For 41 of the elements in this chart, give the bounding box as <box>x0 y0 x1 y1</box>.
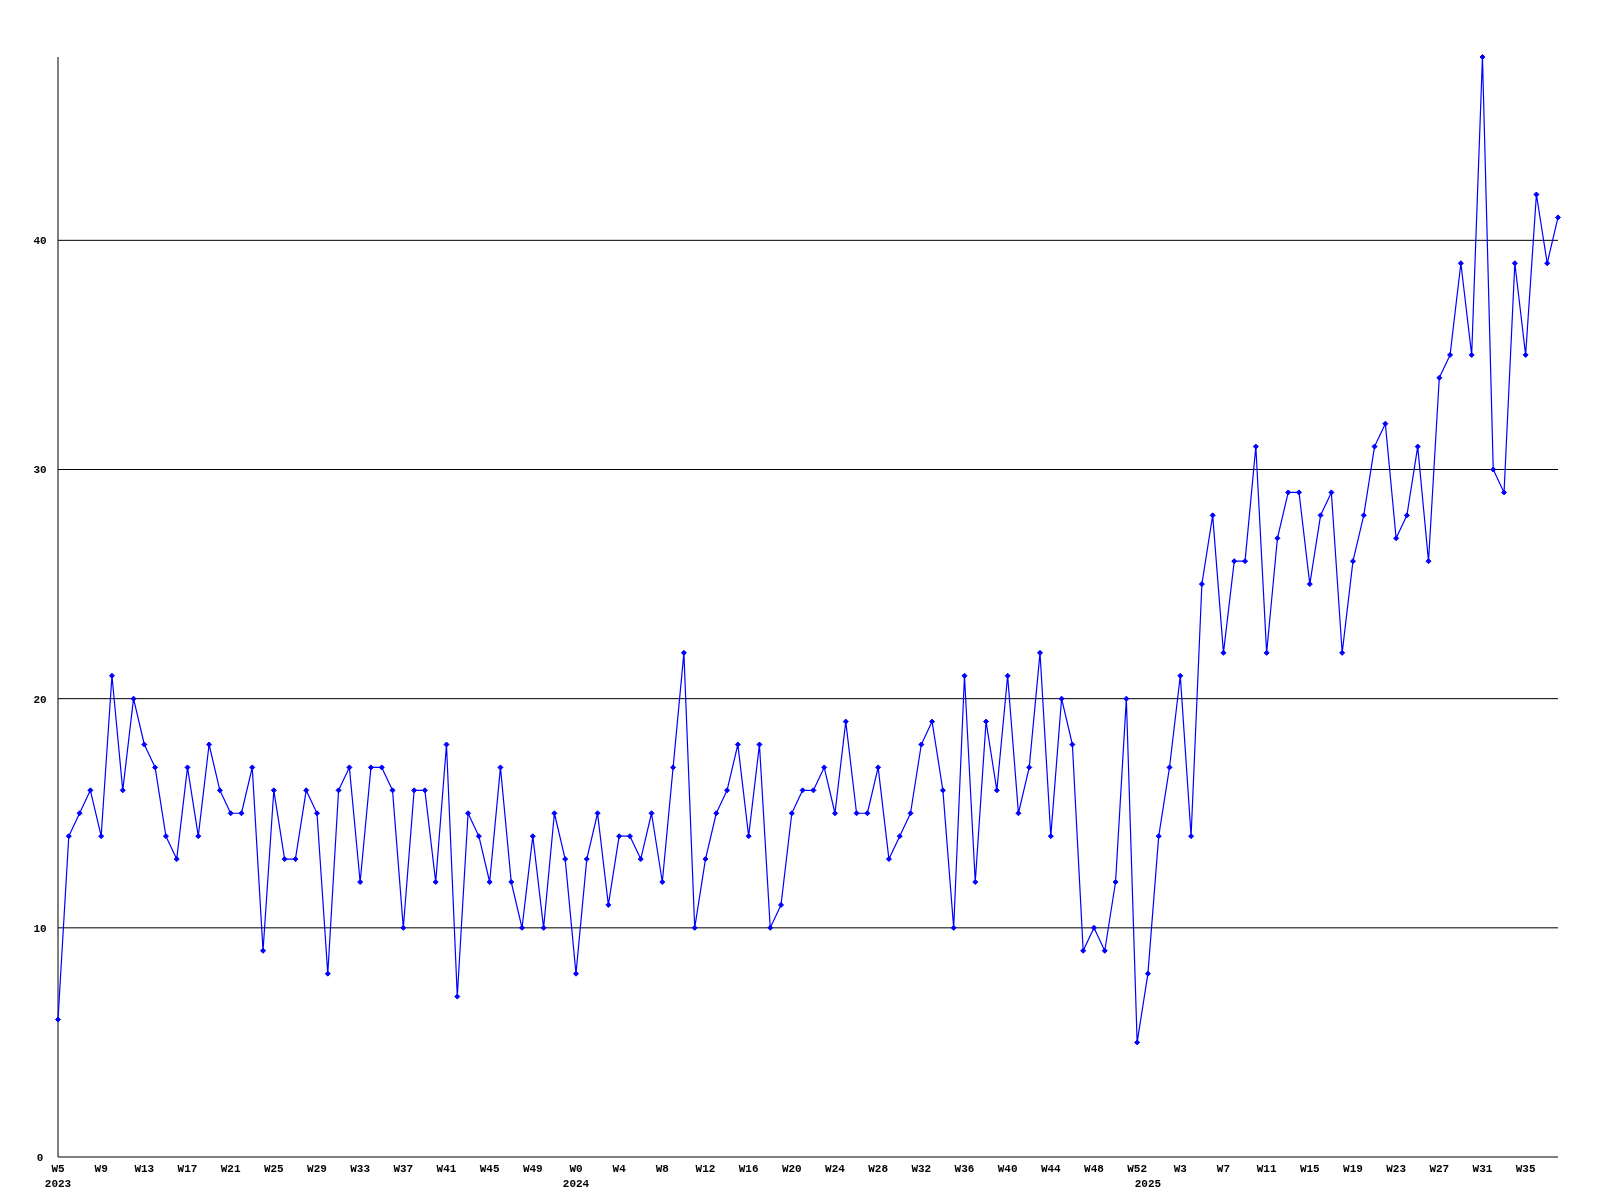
x-tick-label: W31 <box>1472 1163 1493 1175</box>
x-tick-label: W25 <box>263 1163 285 1175</box>
x-tick-label: W20 <box>781 1163 802 1175</box>
x-tick-label: W45 <box>479 1163 500 1175</box>
x-tick-label: W32 <box>911 1163 932 1175</box>
y-tick-label: 20 <box>33 693 47 706</box>
x-tick-label: W15 <box>1299 1163 1321 1175</box>
x-tick-label: W21 <box>220 1163 241 1175</box>
x-tick-label: W16 <box>738 1163 759 1175</box>
x-tick-label: W36 <box>954 1163 975 1175</box>
x-tick-label: W13 <box>134 1163 155 1175</box>
x-tick-label: W44 <box>1040 1163 1062 1175</box>
x-tick-label: W23 <box>1386 1163 1407 1175</box>
x-tick-label: W27 <box>1429 1163 1450 1175</box>
x-tick-label: W48 <box>1084 1163 1105 1175</box>
x-tick-label: 2025 <box>1134 1178 1162 1190</box>
x-tick-label: W28 <box>868 1163 889 1175</box>
y-tick-label: 40 <box>33 235 47 248</box>
x-tick-label: W3 <box>1173 1163 1188 1175</box>
x-tick-label: W8 <box>655 1163 670 1175</box>
x-tick-label: W40 <box>997 1163 1018 1175</box>
x-tick-label: W33 <box>350 1163 371 1175</box>
x-tick-label: W7 <box>1216 1163 1231 1175</box>
x-tick-label: W29 <box>307 1163 327 1175</box>
x-tick-label: W35 <box>1515 1163 1536 1175</box>
x-tick-label: W52 <box>1127 1163 1148 1175</box>
x-tick-label: W0 2024 <box>562 1163 590 1190</box>
x-tick-label: W17 <box>177 1163 198 1175</box>
x-tick-label: W49 <box>522 1163 543 1175</box>
x-tick-label: W37 <box>393 1163 414 1175</box>
x-tick-label: W11 <box>1256 1163 1277 1175</box>
y-tick-label: 10 <box>33 922 47 935</box>
x-tick-label: W12 <box>695 1163 716 1175</box>
y-tick-label: 0 <box>36 1151 44 1164</box>
x-tick-label: W9 <box>94 1163 108 1175</box>
x-tick-label: W4 <box>612 1163 627 1175</box>
x-tick-label: W24 <box>825 1163 846 1175</box>
y-tick-label: 30 <box>33 464 47 477</box>
x-tick-label: W19 <box>1343 1163 1363 1175</box>
x-tick-label: W5 2023 <box>44 1163 72 1190</box>
x-tick-label: W41 <box>436 1163 457 1175</box>
